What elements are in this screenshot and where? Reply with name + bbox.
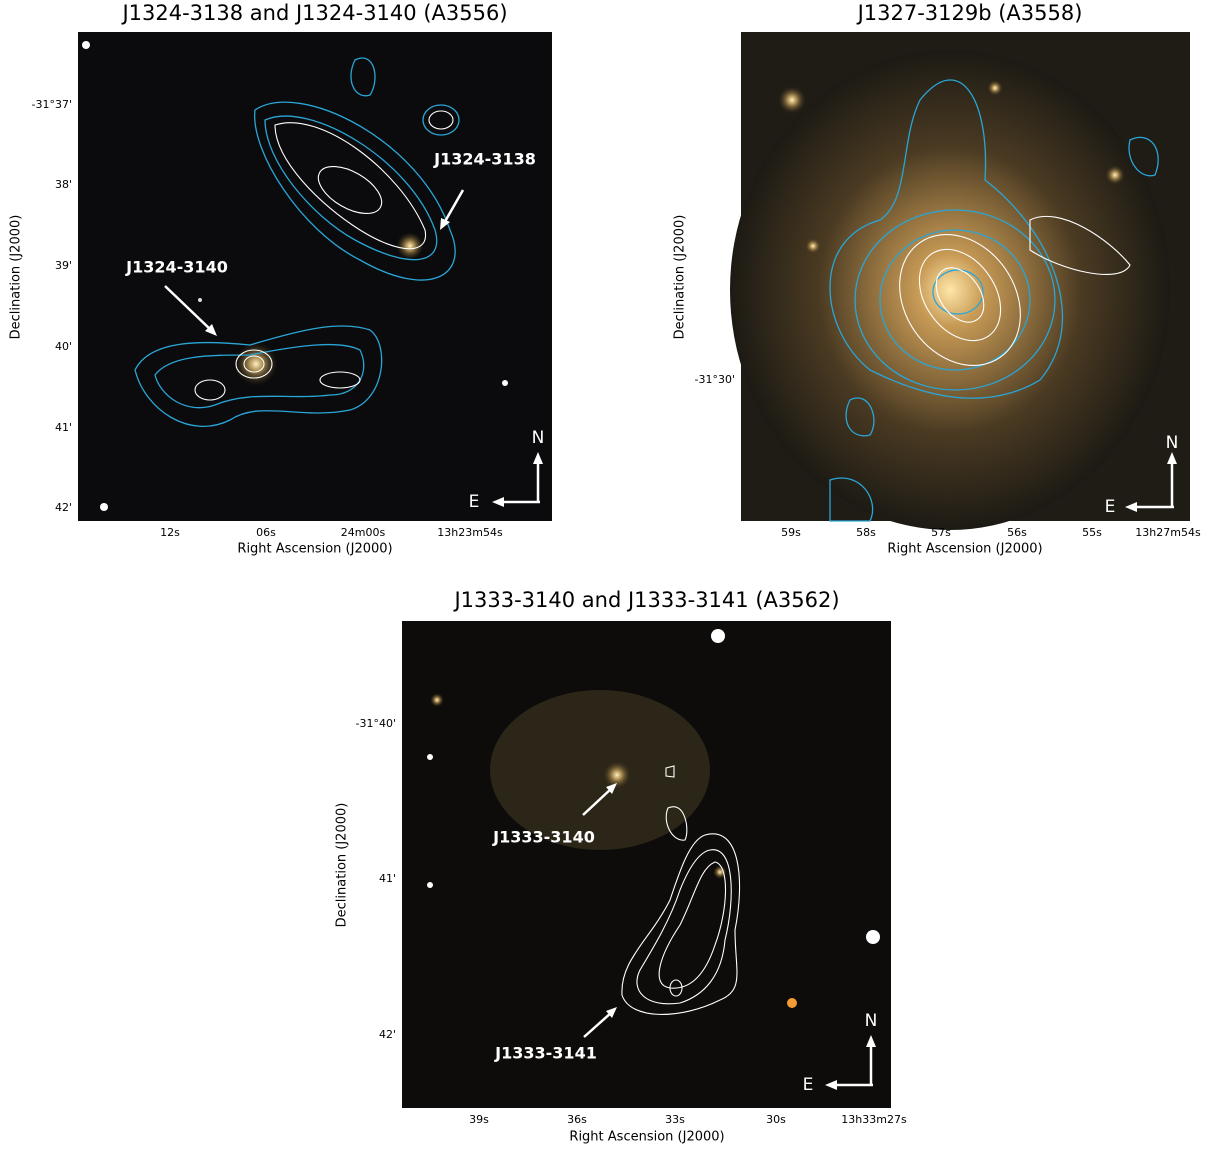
y-tick-label: 39' [55, 259, 72, 272]
panel-title: J1324-3138 and J1324-3140 (A3556) [120, 1, 507, 25]
y-tick-label: -31°40' [356, 717, 397, 730]
x-tick-label: 30s [766, 1113, 786, 1126]
compass-north: N [1166, 433, 1179, 453]
panel-2-image [730, 32, 1190, 530]
x-tick-label: 06s [256, 526, 276, 539]
source-label: J1324-3138 [433, 150, 536, 169]
x-tick-label: 56s [1007, 526, 1027, 539]
panel-3-image [402, 621, 891, 1108]
y-tick-label: 42' [379, 1028, 396, 1041]
compass-east: E [803, 1075, 814, 1095]
compass-north: N [865, 1011, 878, 1031]
compass-east: E [1105, 497, 1116, 517]
x-tick-label: 33s [665, 1113, 685, 1126]
x-tick-label: 24m00s [341, 526, 386, 539]
x-axis-label: Right Ascension (J2000) [887, 542, 1042, 557]
x-tick-label: 55s [1082, 526, 1102, 539]
panel-title: J1327-3129b (A3558) [856, 1, 1083, 25]
x-tick-label: 13h23m54s [437, 526, 503, 539]
panel-title: J1333-3140 and J1333-3141 (A3562) [452, 588, 839, 612]
source-label: J1324-3140 [125, 258, 228, 277]
y-tick-label: -31°30' [695, 373, 736, 386]
source-label: J1333-3140 [492, 828, 595, 847]
x-tick-label: 59s [781, 526, 801, 539]
x-axis-label: Right Ascension (J2000) [237, 542, 392, 557]
y-tick-label: 40' [55, 340, 72, 353]
y-tick-label: -31°37' [32, 98, 73, 111]
x-tick-label: 58s [856, 526, 876, 539]
source-label: J1333-3141 [494, 1044, 597, 1063]
x-tick-label: 13h27m54s [1135, 526, 1201, 539]
y-tick-label: 41' [379, 872, 396, 885]
y-tick-label: 42' [55, 501, 72, 514]
figure: J1324-3138 and J1324-3140 (A3556) 12s 06s 2… [0, 0, 1215, 1151]
x-tick-label: 13h33m27s [841, 1113, 907, 1126]
x-tick-label: 39s [469, 1113, 489, 1126]
x-tick-label: 36s [567, 1113, 587, 1126]
y-tick-label: 41' [55, 421, 72, 434]
panel-1-image [78, 32, 552, 521]
compass-east: E [469, 492, 480, 512]
compass-north: N [532, 428, 545, 448]
y-axis-label: Declination (J2000) [335, 803, 350, 928]
y-axis-label: Declination (J2000) [9, 215, 24, 340]
x-axis-label: Right Ascension (J2000) [569, 1130, 724, 1145]
y-tick-label: 38' [55, 178, 72, 191]
y-axis-label: Declination (J2000) [673, 215, 688, 340]
x-tick-label: 12s [160, 526, 180, 539]
x-tick-label: 57s [931, 526, 951, 539]
